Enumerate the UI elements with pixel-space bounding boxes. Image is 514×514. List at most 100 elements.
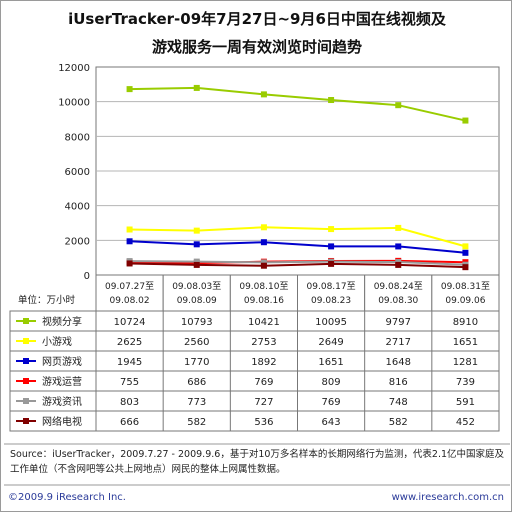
- data-label: 1281: [453, 357, 478, 368]
- y-tick-label: 12000: [58, 63, 90, 74]
- x-tick-label: 09.08.10至: [239, 281, 288, 292]
- data-label: 769: [322, 397, 341, 408]
- x-tick-label: 09.08.17至: [307, 281, 356, 292]
- x-tick-label: 09.08.02: [110, 296, 150, 306]
- data-point: [126, 260, 133, 267]
- data-point: [260, 224, 267, 231]
- data-label: 739: [456, 377, 475, 388]
- legend-label: 游戏资讯: [42, 395, 82, 408]
- data-label: 2717: [386, 337, 411, 348]
- data-point: [328, 226, 335, 233]
- series-line-1: [129, 86, 466, 122]
- series-line-2: [129, 226, 466, 248]
- x-tick-label: 09.07.27至: [105, 281, 154, 292]
- data-label: 727: [254, 397, 273, 408]
- chart-title-line1: iUserTracker-09年7月27日~9月6日中国在线视频及: [68, 10, 446, 28]
- legend-marker: [23, 338, 29, 344]
- source-note: Source：iUserTracker，2009.7.27 - 2009.9.6…: [10, 449, 505, 475]
- series-line-6: [129, 262, 466, 269]
- copyright-text: ©2009.9 iResearch Inc.: [8, 492, 126, 503]
- y-tick-label: 4000: [65, 202, 90, 213]
- legend-marker: [23, 358, 29, 364]
- data-point: [126, 86, 133, 93]
- data-point: [328, 97, 335, 104]
- x-tick-label: 09.08.23: [311, 296, 351, 306]
- legend-marker: [23, 418, 29, 424]
- legend-marker: [23, 398, 29, 404]
- data-point: [193, 241, 200, 248]
- data-point: [395, 243, 402, 250]
- x-tick-label: 09.08.16: [244, 296, 284, 306]
- data-point: [260, 91, 267, 98]
- x-tick-label: 09.08.03至: [172, 281, 221, 292]
- data-point: [328, 260, 335, 267]
- data-label: 10095: [315, 317, 347, 328]
- category-cell: [364, 274, 433, 312]
- data-label: 9797: [386, 317, 411, 328]
- data-label: 1892: [251, 357, 276, 368]
- data-point: [193, 258, 200, 265]
- data-label: 582: [187, 417, 206, 428]
- data-label: 582: [389, 417, 408, 428]
- data-point: [126, 238, 133, 245]
- legend-label: 网页游戏: [42, 355, 82, 368]
- category-cell: [297, 274, 366, 312]
- y-tick-label: 2000: [65, 236, 90, 247]
- data-point: [260, 259, 267, 266]
- x-tick-label: 09.08.31至: [441, 281, 490, 292]
- data-point: [395, 224, 402, 231]
- data-label: 748: [389, 397, 408, 408]
- data-point: [462, 264, 469, 271]
- data-label: 536: [254, 417, 273, 428]
- legend-label: 网络电视: [42, 415, 82, 428]
- data-label: 643: [322, 417, 341, 428]
- data-point: [126, 226, 133, 233]
- chart-title-line2: 游戏服务一周有效浏览时间趋势: [151, 38, 362, 56]
- x-tick-label: 09.08.09: [177, 296, 217, 306]
- data-label: 755: [120, 377, 139, 388]
- legend-marker: [23, 318, 29, 324]
- data-label: 10724: [114, 317, 146, 328]
- data-label: 8910: [453, 317, 478, 328]
- data-label: 10421: [248, 317, 280, 328]
- category-cell: [431, 274, 500, 312]
- data-label: 769: [254, 377, 273, 388]
- data-label: 1945: [117, 357, 142, 368]
- data-point: [395, 261, 402, 268]
- data-label: 1770: [184, 357, 209, 368]
- legend-label: 游戏运营: [42, 375, 82, 388]
- x-tick-label: 09.08.24至: [374, 281, 423, 292]
- data-label: 452: [456, 417, 475, 428]
- data-label: 773: [187, 397, 206, 408]
- data-label: 803: [120, 397, 139, 408]
- data-label: 816: [389, 377, 408, 388]
- website-link[interactable]: www.iresearch.com.cn: [391, 492, 504, 503]
- data-label: 2625: [117, 337, 142, 348]
- data-point: [462, 117, 469, 124]
- category-cell: [229, 274, 298, 312]
- y-tick-label: 10000: [58, 98, 90, 109]
- data-point: [193, 261, 200, 268]
- legend-label: 视频分享: [42, 315, 82, 328]
- x-tick-label: 09.08.30: [378, 296, 418, 306]
- data-point: [260, 262, 267, 269]
- data-label: 2753: [251, 337, 276, 348]
- unit-label: 单位：万小时: [18, 294, 76, 306]
- data-point: [328, 243, 335, 250]
- data-point: [462, 243, 469, 250]
- data-label: 2649: [318, 337, 343, 348]
- x-tick-label: 09.09.06: [445, 296, 485, 306]
- data-point: [193, 84, 200, 91]
- series-line-5: [129, 260, 466, 266]
- data-point: [395, 102, 402, 109]
- data-point: [462, 249, 469, 256]
- data-label: 591: [456, 397, 475, 408]
- data-label: 1648: [386, 357, 411, 368]
- data-label: 10793: [181, 317, 213, 328]
- data-label: 2560: [184, 337, 209, 348]
- series-line-3: [129, 240, 466, 254]
- y-tick-label: 6000: [65, 167, 90, 178]
- legend-marker: [23, 378, 29, 384]
- y-tick-label: 8000: [65, 132, 90, 143]
